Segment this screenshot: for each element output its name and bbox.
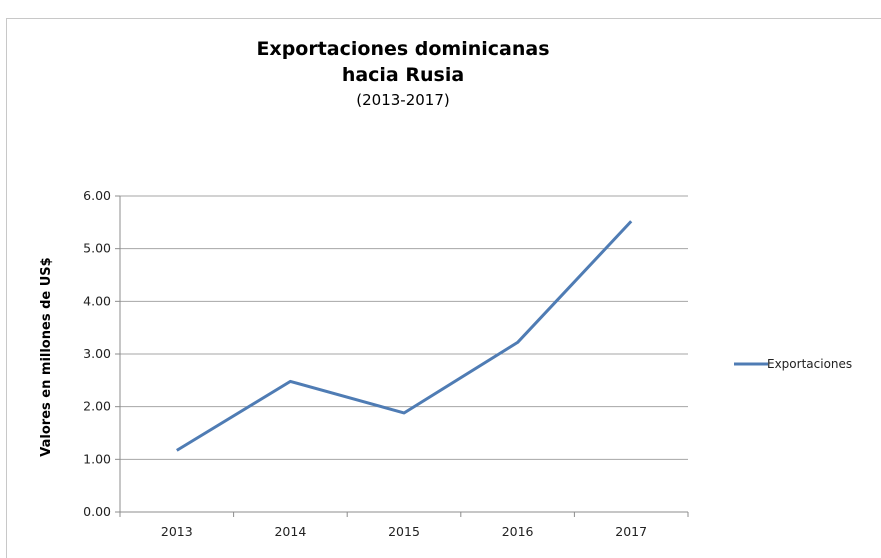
legend: Exportaciones bbox=[734, 357, 852, 371]
axis-layer bbox=[115, 195, 689, 517]
x-tick-label: 2017 bbox=[615, 524, 647, 539]
y-tick-label: 1.00 bbox=[83, 451, 111, 466]
y-tick-label: 2.00 bbox=[83, 399, 111, 414]
grid-layer bbox=[120, 195, 688, 460]
series-layer bbox=[176, 220, 633, 452]
y-axis-label: Valores en millones de US$ bbox=[39, 257, 54, 456]
legend-label: Exportaciones bbox=[767, 357, 852, 371]
chart-title-line1: Exportaciones dominicanas bbox=[256, 38, 549, 60]
chart-subtitle: (2013-2017) bbox=[356, 91, 449, 109]
y-tick-label: 6.00 bbox=[83, 188, 111, 203]
series-line bbox=[176, 220, 633, 452]
y-tick-label: 4.00 bbox=[83, 293, 111, 308]
x-tick-label: 2013 bbox=[161, 524, 193, 539]
x-tick-label: 2015 bbox=[388, 524, 420, 539]
y-tick-label: 3.00 bbox=[83, 346, 111, 361]
chart-title-line2: hacia Rusia bbox=[342, 64, 464, 86]
y-tick-labels: 0.00 1.00 2.00 3.00 4.00 5.00 6.00 bbox=[83, 188, 111, 519]
y-tick-label: 0.00 bbox=[83, 504, 111, 519]
x-tick-label: 2016 bbox=[502, 524, 534, 539]
x-tick-label: 2014 bbox=[274, 524, 306, 539]
chart-frame bbox=[6, 18, 881, 558]
y-tick-label: 5.00 bbox=[83, 241, 111, 256]
x-tick-labels: 2013 2014 2015 2016 2017 bbox=[161, 524, 647, 539]
